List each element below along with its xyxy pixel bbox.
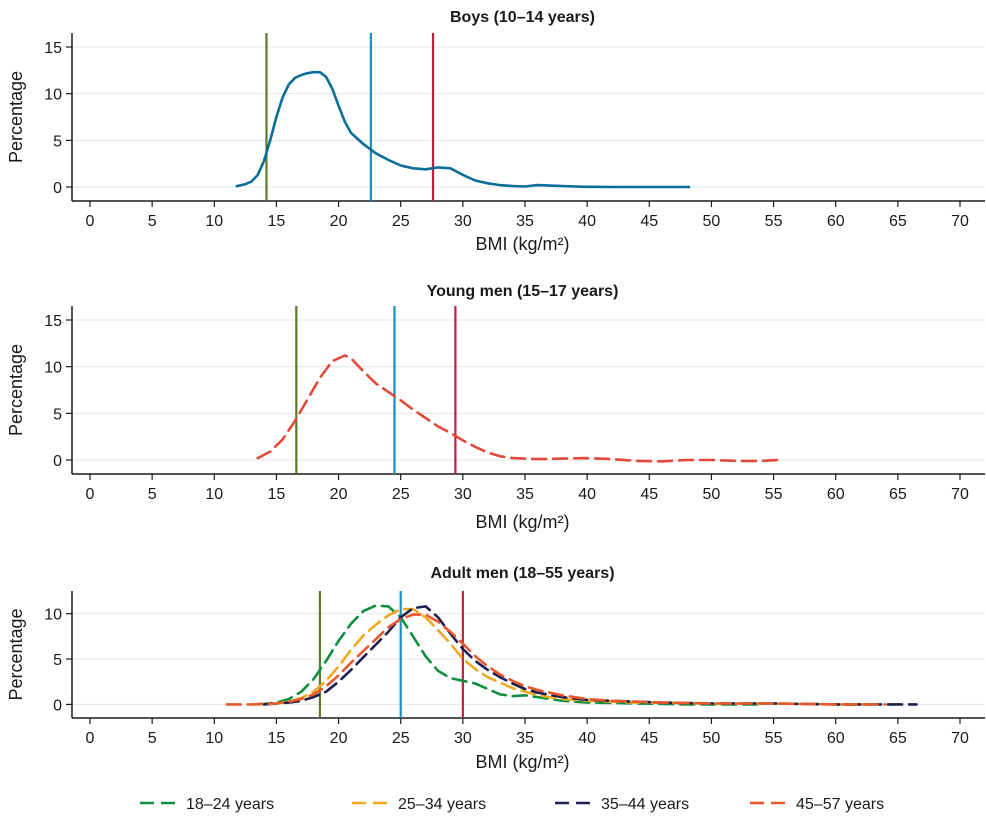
y-tick-label: 15 — [44, 40, 62, 57]
x-tick-label: 30 — [454, 486, 472, 503]
legend-label: 18–24 years — [186, 796, 274, 813]
x-tick-label: 70 — [951, 730, 969, 747]
y-tick-label: 10 — [44, 360, 62, 377]
y-axis-label: Percentage — [6, 344, 26, 436]
x-axis-label: BMI (kg/m²) — [476, 512, 570, 532]
x-tick-label: 30 — [454, 213, 472, 230]
series-line-1 — [256, 354, 779, 463]
x-tick-label: 25 — [392, 486, 410, 503]
x-tick-label: 5 — [148, 213, 157, 230]
y-tick-label: 0 — [53, 453, 62, 470]
x-tick-label: 40 — [578, 730, 596, 747]
x-tick-label: 40 — [578, 486, 596, 503]
y-tick-label: 15 — [44, 313, 62, 330]
x-tick-label: 55 — [765, 730, 783, 747]
x-tick-label: 25 — [392, 730, 410, 747]
x-tick-label: 45 — [640, 486, 658, 503]
x-tick-label: 0 — [86, 486, 95, 503]
x-tick-label: 5 — [148, 730, 157, 747]
x-tick-label: 20 — [330, 730, 348, 747]
chart-title: Young men (15–17 years) — [427, 283, 619, 300]
x-tick-label: 55 — [765, 486, 783, 503]
x-tick-label: 30 — [454, 730, 472, 747]
x-tick-label: 65 — [889, 730, 907, 747]
x-tick-label: 10 — [205, 486, 223, 503]
x-tick-label: 65 — [889, 213, 907, 230]
panel-1: Boys (10–14 years) 0 5 10 15 0 5 10 15 20 25 30 35 40… — [6, 9, 985, 254]
x-tick-label: 60 — [827, 486, 845, 503]
x-tick-label: 15 — [268, 213, 286, 230]
y-tick-label: 5 — [53, 406, 62, 423]
x-tick-label: 70 — [951, 486, 969, 503]
chart-title: Adult men (18–55 years) — [430, 565, 614, 582]
x-tick-label: 10 — [205, 213, 223, 230]
panel-2: Young men (15–17 years) 0 5 10 15 0 5 10 15 20 25 3… — [6, 283, 985, 532]
y-tick-label: 5 — [53, 133, 62, 150]
x-tick-label: 55 — [765, 213, 783, 230]
series-line-3 — [262, 605, 918, 706]
x-tick-label: 25 — [392, 213, 410, 230]
x-tick-label: 10 — [205, 730, 223, 747]
x-tick-label: 45 — [640, 730, 658, 747]
panel-3: Adult men (18–55 years) 0 5 10 0 5 10 15 20 25 30 3… — [6, 565, 985, 813]
x-tick-label: 40 — [578, 213, 596, 230]
chart-title: Boys (10–14 years) — [450, 9, 595, 26]
x-tick-label: 15 — [268, 486, 286, 503]
x-axis-label: BMI (kg/m²) — [476, 752, 570, 772]
x-tick-label: 60 — [827, 213, 845, 230]
x-tick-label: 35 — [516, 486, 534, 503]
x-tick-label: 0 — [86, 213, 95, 230]
x-tick-label: 0 — [86, 730, 95, 747]
x-tick-label: 50 — [703, 213, 721, 230]
x-tick-label: 65 — [889, 486, 907, 503]
x-tick-label: 50 — [703, 486, 721, 503]
x-tick-label: 15 — [268, 730, 286, 747]
y-tick-label: 0 — [53, 697, 62, 714]
legend-label: 35–44 years — [601, 796, 689, 813]
legend: 18–24 years 25–34 years 35–44 years 45–57 y… — [140, 796, 884, 813]
x-tick-label: 20 — [330, 486, 348, 503]
x-tick-label: 45 — [640, 213, 658, 230]
x-axis-label: BMI (kg/m²) — [476, 234, 570, 254]
x-tick-label: 5 — [148, 486, 157, 503]
series-line-4 — [225, 613, 887, 706]
x-tick-label: 35 — [516, 730, 534, 747]
series-line-1 — [256, 604, 763, 706]
series-line-1 — [235, 70, 691, 189]
series-line-2 — [250, 607, 875, 706]
x-tick-label: 50 — [703, 730, 721, 747]
legend-label: 25–34 years — [398, 796, 486, 813]
y-axis-label: Percentage — [6, 71, 26, 163]
y-tick-label: 10 — [44, 87, 62, 104]
x-tick-label: 35 — [516, 213, 534, 230]
y-tick-label: 10 — [44, 607, 62, 624]
legend-label: 45–57 years — [796, 796, 884, 813]
x-tick-label: 20 — [330, 213, 348, 230]
x-tick-label: 60 — [827, 730, 845, 747]
y-tick-label: 5 — [53, 652, 62, 669]
y-tick-label: 0 — [53, 180, 62, 197]
y-axis-label: Percentage — [6, 608, 26, 700]
x-tick-label: 70 — [951, 213, 969, 230]
